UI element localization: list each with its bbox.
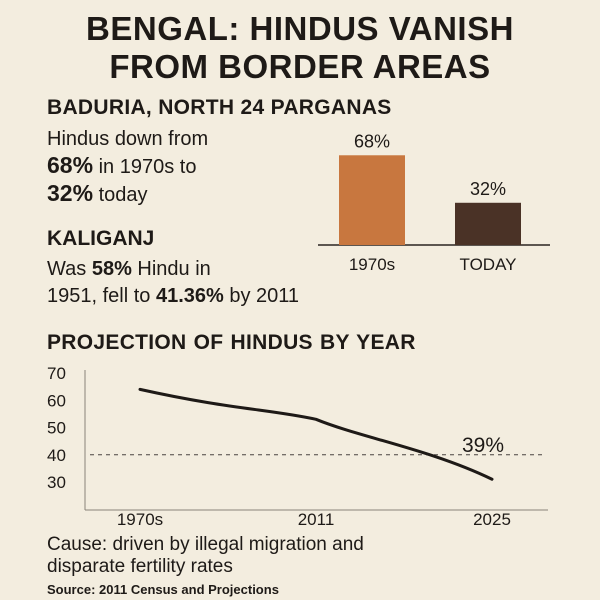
- bar-today: [455, 202, 521, 245]
- y-tick-50: 50: [47, 419, 66, 438]
- projection-annotation: 39%: [462, 434, 504, 457]
- cause-line-2: disparate fertility rates: [47, 556, 233, 577]
- y-tick-30: 30: [47, 473, 66, 492]
- kaliganj-text-c: 1951, fell to: [47, 285, 156, 307]
- baduria-line-3: today: [93, 184, 148, 206]
- kaliganj-text-b: Hindu in: [131, 258, 211, 280]
- x-tick-1970s: 1970s: [117, 510, 163, 529]
- bar-label-1970s: 68%: [354, 131, 390, 151]
- baduria-pct-today: 32%: [47, 180, 94, 206]
- kaliganj-pct-2011: 41.36%: [155, 285, 224, 307]
- baduria-line-2: in 1970s to: [93, 156, 197, 178]
- line-chart: 30 40 50 60 70 1970s 2011 2025 39%: [47, 364, 548, 529]
- baduria-line-1: Hindus down from: [47, 128, 209, 150]
- cause-line-1: Cause: driven by illegal migration and: [47, 534, 364, 555]
- source-note: Source: 2011 Census and Projections: [47, 582, 279, 597]
- kaliganj-text-d: by 2011: [223, 285, 300, 307]
- y-tick-70: 70: [47, 364, 66, 383]
- bar-category-today: TODAY: [460, 255, 517, 274]
- bar-label-today: 32%: [470, 179, 506, 199]
- bar-1970s: [339, 155, 405, 245]
- bar-category-1970s: 1970s: [349, 255, 395, 274]
- y-tick-60: 60: [47, 391, 66, 410]
- projection-line: [138, 387, 494, 481]
- page-title: BENGAL: HINDUS VANISH FROM BORDER AREAS: [0, 10, 600, 86]
- kaliganj-pct-1951: 58%: [91, 258, 132, 280]
- bar-chart: 68% 1970s 32% TODAY: [318, 131, 550, 274]
- projection-title: PROJECTION OF HINDUS BY YEAR: [47, 331, 416, 354]
- kaliganj-text: Was 58% Hindu in 1951, fell to 41.36% by…: [47, 256, 299, 310]
- cause-note: Cause: driven by illegal migration and d…: [47, 534, 364, 578]
- baduria-heading: BADURIA, NORTH 24 PARGANAS: [47, 96, 392, 119]
- y-tick-40: 40: [47, 446, 66, 465]
- kaliganj-heading: KALIGANJ: [47, 227, 155, 250]
- title-line-1: BENGAL: HINDUS VANISH: [86, 10, 514, 47]
- baduria-pct-1970s: 68%: [47, 152, 94, 178]
- baduria-text: Hindus down from 68% in 1970s to 32% tod…: [47, 126, 208, 208]
- x-tick-2011: 2011: [298, 510, 335, 529]
- kaliganj-text-a: Was: [47, 258, 92, 280]
- x-tick-2025: 2025: [473, 510, 511, 529]
- title-line-2: FROM BORDER AREAS: [109, 48, 491, 85]
